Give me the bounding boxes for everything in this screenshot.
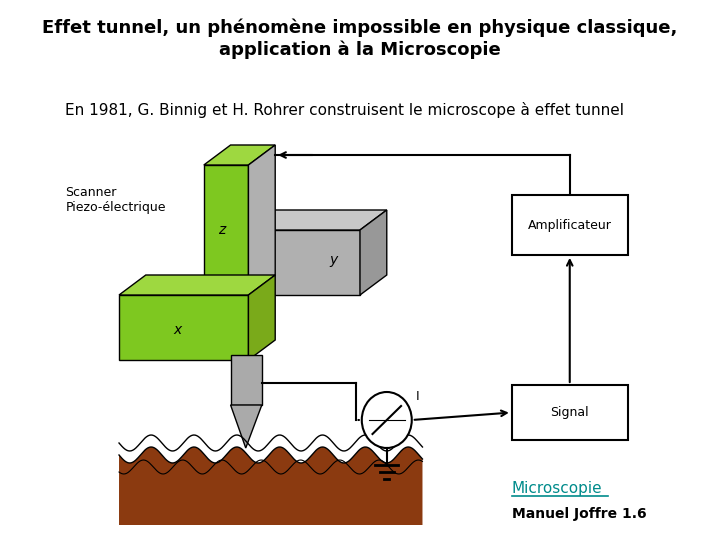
Polygon shape bbox=[119, 435, 423, 463]
FancyBboxPatch shape bbox=[512, 385, 628, 440]
Text: x: x bbox=[173, 323, 181, 337]
Polygon shape bbox=[248, 230, 360, 295]
Polygon shape bbox=[119, 447, 423, 525]
Text: En 1981, G. Binnig et H. Rohrer construisent le microscope à effet tunnel: En 1981, G. Binnig et H. Rohrer construi… bbox=[66, 102, 624, 118]
Text: Manuel Joffre 1.6: Manuel Joffre 1.6 bbox=[512, 507, 647, 521]
Polygon shape bbox=[119, 295, 248, 360]
Text: I: I bbox=[415, 389, 419, 402]
Polygon shape bbox=[230, 355, 262, 405]
FancyBboxPatch shape bbox=[512, 195, 628, 255]
Polygon shape bbox=[230, 405, 262, 448]
Text: Microscopie: Microscopie bbox=[512, 481, 603, 496]
Text: Signal: Signal bbox=[550, 406, 589, 419]
Polygon shape bbox=[360, 210, 387, 295]
Polygon shape bbox=[204, 165, 248, 295]
Circle shape bbox=[361, 392, 412, 448]
Text: z: z bbox=[218, 223, 225, 237]
Polygon shape bbox=[248, 145, 275, 295]
Polygon shape bbox=[119, 275, 275, 295]
Text: application à la Microscopie: application à la Microscopie bbox=[219, 40, 501, 59]
Polygon shape bbox=[204, 145, 275, 165]
Text: y: y bbox=[329, 253, 338, 267]
Polygon shape bbox=[248, 210, 387, 230]
Text: Effet tunnel, un phénomène impossible en physique classique,: Effet tunnel, un phénomène impossible en… bbox=[42, 19, 678, 37]
Text: Scanner
Piezo-électrique: Scanner Piezo-électrique bbox=[66, 186, 166, 214]
Text: Amplificateur: Amplificateur bbox=[528, 219, 612, 232]
Polygon shape bbox=[248, 275, 275, 360]
